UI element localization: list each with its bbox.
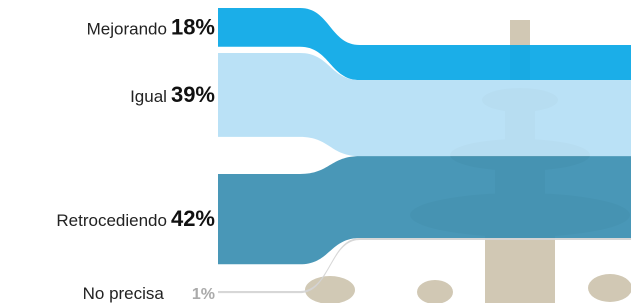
- percent-label: 39%: [171, 82, 215, 107]
- percent-label: 1%: [192, 286, 215, 303]
- flow-band: [218, 156, 631, 264]
- category-name: Igual: [130, 87, 167, 106]
- category-name: Mejorando: [87, 19, 167, 38]
- percent-label: 42%: [171, 206, 215, 231]
- band-label: No precisa 1%: [83, 284, 215, 303]
- category-name: No precisa: [83, 284, 165, 303]
- percent-label: 18%: [171, 14, 215, 39]
- category-name: Retrocediendo: [56, 211, 167, 230]
- chart: Mejorando18% Igual39% Retrocediendo42% No p…: [0, 0, 631, 303]
